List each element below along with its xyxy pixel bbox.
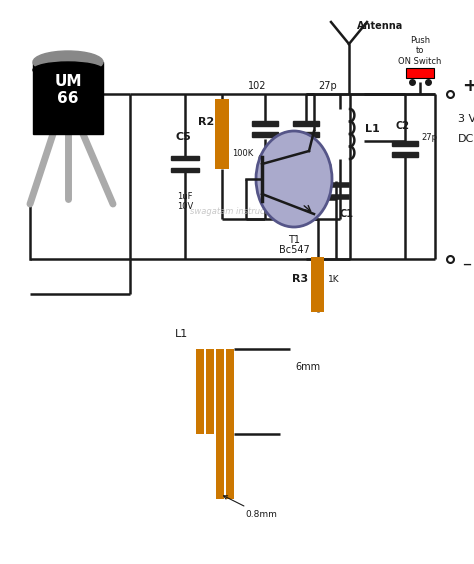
- Text: 27p: 27p: [319, 81, 337, 91]
- Bar: [226, 349, 234, 434]
- Text: R2: R2: [198, 117, 214, 127]
- Text: 102: 102: [248, 81, 266, 91]
- Bar: [216, 434, 224, 499]
- Text: DC: DC: [458, 134, 474, 144]
- Ellipse shape: [33, 51, 103, 73]
- Text: 27p: 27p: [421, 133, 437, 142]
- Bar: [311, 257, 325, 311]
- Text: Push
to
ON Switch: Push to ON Switch: [398, 36, 442, 66]
- Text: 1K: 1K: [328, 275, 340, 284]
- Text: L1: L1: [365, 124, 380, 134]
- Text: R3: R3: [292, 274, 308, 284]
- Text: T1: T1: [288, 235, 300, 245]
- Text: C1: C1: [340, 209, 354, 219]
- Bar: [33, 62, 103, 134]
- Bar: [171, 156, 199, 160]
- Bar: [215, 99, 229, 169]
- Text: UM
66: UM 66: [54, 74, 82, 106]
- Text: 0.8mm: 0.8mm: [224, 496, 277, 519]
- Bar: [293, 132, 319, 137]
- Bar: [293, 121, 319, 126]
- Bar: [226, 434, 234, 499]
- Ellipse shape: [33, 62, 103, 78]
- Text: C2: C2: [396, 121, 410, 131]
- Text: swagatam instructables: swagatam instructables: [190, 208, 290, 217]
- Text: 3 V: 3 V: [458, 114, 474, 124]
- Text: L1: L1: [175, 329, 188, 339]
- Text: Bc547: Bc547: [279, 245, 310, 255]
- Bar: [392, 141, 418, 146]
- Bar: [216, 349, 224, 434]
- Bar: [392, 152, 418, 157]
- Text: Antenna: Antenna: [357, 21, 403, 31]
- Bar: [171, 168, 199, 172]
- Text: –: –: [462, 255, 471, 273]
- Bar: [196, 349, 204, 434]
- Text: 10p: 10p: [316, 161, 332, 170]
- Bar: [252, 121, 278, 126]
- Text: C4: C4: [258, 154, 272, 164]
- Text: 6mm: 6mm: [295, 362, 320, 372]
- Bar: [406, 68, 434, 78]
- Text: C3: C3: [301, 154, 315, 164]
- Text: +: +: [462, 77, 474, 95]
- Ellipse shape: [256, 131, 332, 227]
- Text: 1uF
10V: 1uF 10V: [177, 192, 193, 212]
- Bar: [206, 349, 214, 434]
- Text: 100K: 100K: [232, 149, 253, 158]
- Bar: [252, 132, 278, 137]
- Text: C5: C5: [175, 132, 191, 142]
